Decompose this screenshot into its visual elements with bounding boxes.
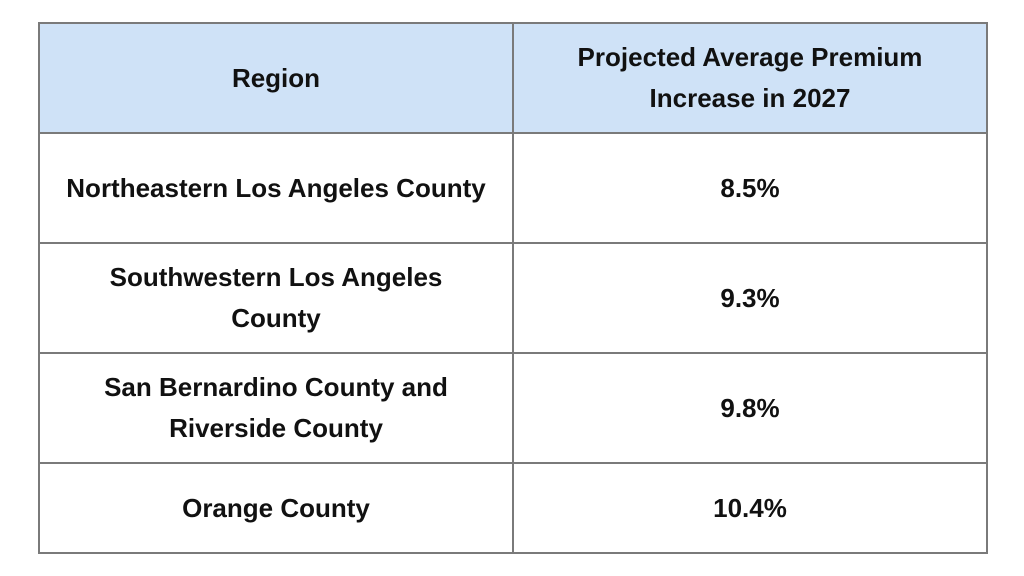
region-cell: Southwestern Los Angeles County (38, 242, 514, 354)
increase-cell: 10.4% (512, 462, 988, 554)
increase-cell: 9.3% (512, 242, 988, 354)
region-cell: Orange County (38, 462, 514, 554)
region-cell: San Bernardino County and Riverside Coun… (38, 352, 514, 464)
table-row: San Bernardino County and Riverside Coun… (38, 352, 988, 464)
table-row: Northeastern Los Angeles County 8.5% (38, 132, 988, 244)
table-row: Orange County 10.4% (38, 462, 988, 554)
region-cell: Northeastern Los Angeles County (38, 132, 514, 244)
header-row: Region Projected Average Premium Increas… (38, 22, 988, 134)
table-row: Southwestern Los Angeles County 9.3% (38, 242, 988, 354)
header-premium-increase: Projected Average Premium Increase in 20… (512, 22, 988, 134)
increase-cell: 9.8% (512, 352, 988, 464)
header-region: Region (38, 22, 514, 134)
table-body: Northeastern Los Angeles County 8.5% Sou… (38, 132, 988, 554)
premium-increase-table: Region Projected Average Premium Increas… (38, 22, 988, 554)
table-header: Region Projected Average Premium Increas… (38, 22, 988, 134)
increase-cell: 8.5% (512, 132, 988, 244)
